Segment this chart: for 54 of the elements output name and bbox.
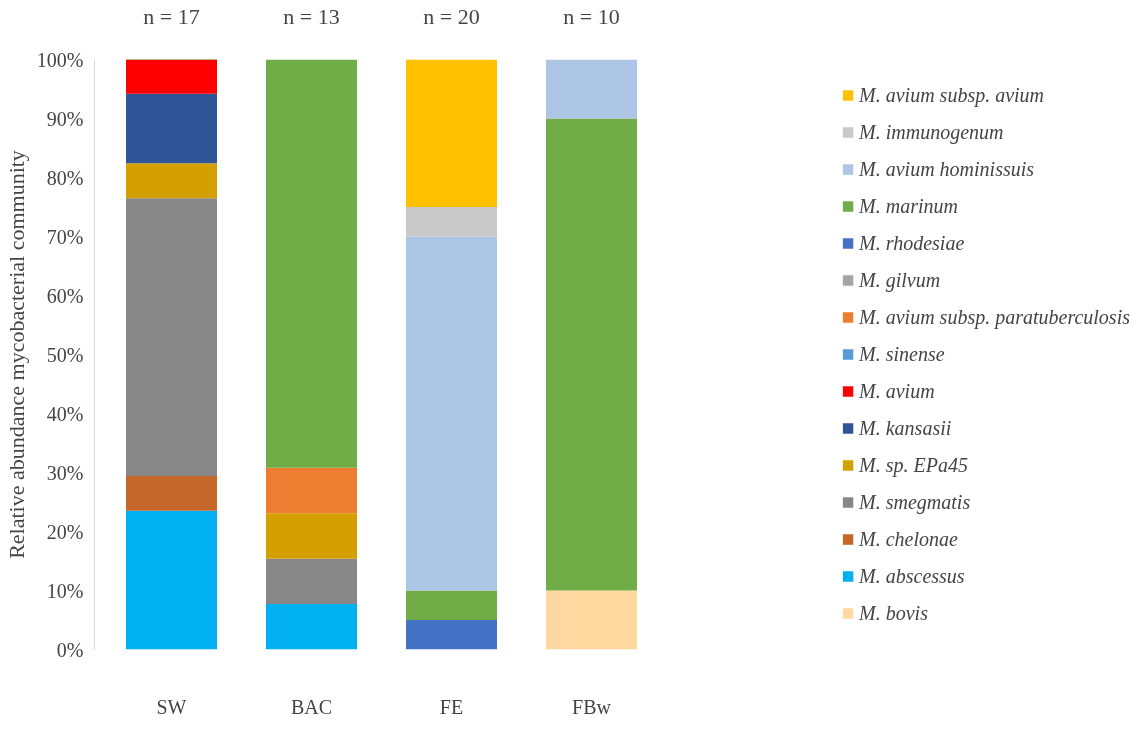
x-tick-label: FE <box>439 695 464 718</box>
y-tick-label: 50% <box>46 343 84 366</box>
bar <box>406 207 497 237</box>
y-axis-title: Relative abundance mycobacterial community <box>3 150 29 559</box>
bar <box>126 198 217 477</box>
bar <box>126 93 217 164</box>
bar <box>406 59 497 207</box>
bar <box>266 467 357 514</box>
bar <box>126 59 217 94</box>
text: n = 13 <box>283 3 340 29</box>
x-tick-label: SW <box>156 695 187 718</box>
legend-label: M. sp. EPa45 <box>859 453 968 477</box>
y-tick-label: 100% <box>36 48 84 71</box>
bar <box>406 590 497 620</box>
legend-label: M. avium subsp. avium <box>859 83 1045 107</box>
legend-label: M. chelonae <box>859 527 958 551</box>
legend-label: M. kansasii <box>859 416 952 440</box>
x-tick-label: BAC <box>290 695 333 718</box>
y-tick-label: 30% <box>46 461 84 484</box>
bar <box>266 604 357 650</box>
bar <box>126 163 217 199</box>
bar <box>406 236 497 591</box>
legend-label: M. bovis <box>859 601 928 625</box>
bar <box>266 513 357 559</box>
text: n = 17 <box>143 3 200 29</box>
bar <box>266 59 357 468</box>
bar <box>546 118 637 591</box>
text: n = 10 <box>563 3 620 29</box>
bar <box>546 590 637 650</box>
bar <box>126 510 217 650</box>
y-tick-label: 40% <box>46 402 84 425</box>
legend-label: M. marinum <box>859 194 958 218</box>
y-tick-label: 10% <box>46 579 84 602</box>
legend-label: M. avium subsp. paratuberculosis <box>859 305 1130 329</box>
y-tick-label: 90% <box>46 107 84 130</box>
y-tick-label: 80% <box>46 166 84 189</box>
bar <box>126 476 217 511</box>
legend-label: M. avium hominissuis <box>859 157 1035 181</box>
bar <box>546 59 637 119</box>
legend-label: M. immunogenum <box>859 120 1004 144</box>
legend-label: M. gilvum <box>859 268 941 292</box>
legend-label: M. sinense <box>859 342 945 366</box>
legend-label: M. avium <box>859 379 935 403</box>
bar <box>266 558 357 605</box>
x-tick-label: FBw <box>572 695 612 718</box>
y-tick-label: 70% <box>46 225 84 248</box>
bar <box>406 620 497 650</box>
y-tick-label: 20% <box>46 520 84 543</box>
text: n = 20 <box>423 3 480 29</box>
legend-label: M. rhodesiae <box>859 231 965 255</box>
legend-label: M. abscessus <box>859 564 965 588</box>
y-tick-label: 60% <box>46 284 84 307</box>
legend-label: M. smegmatis <box>859 490 971 514</box>
y-tick-label: 0% <box>56 638 84 661</box>
